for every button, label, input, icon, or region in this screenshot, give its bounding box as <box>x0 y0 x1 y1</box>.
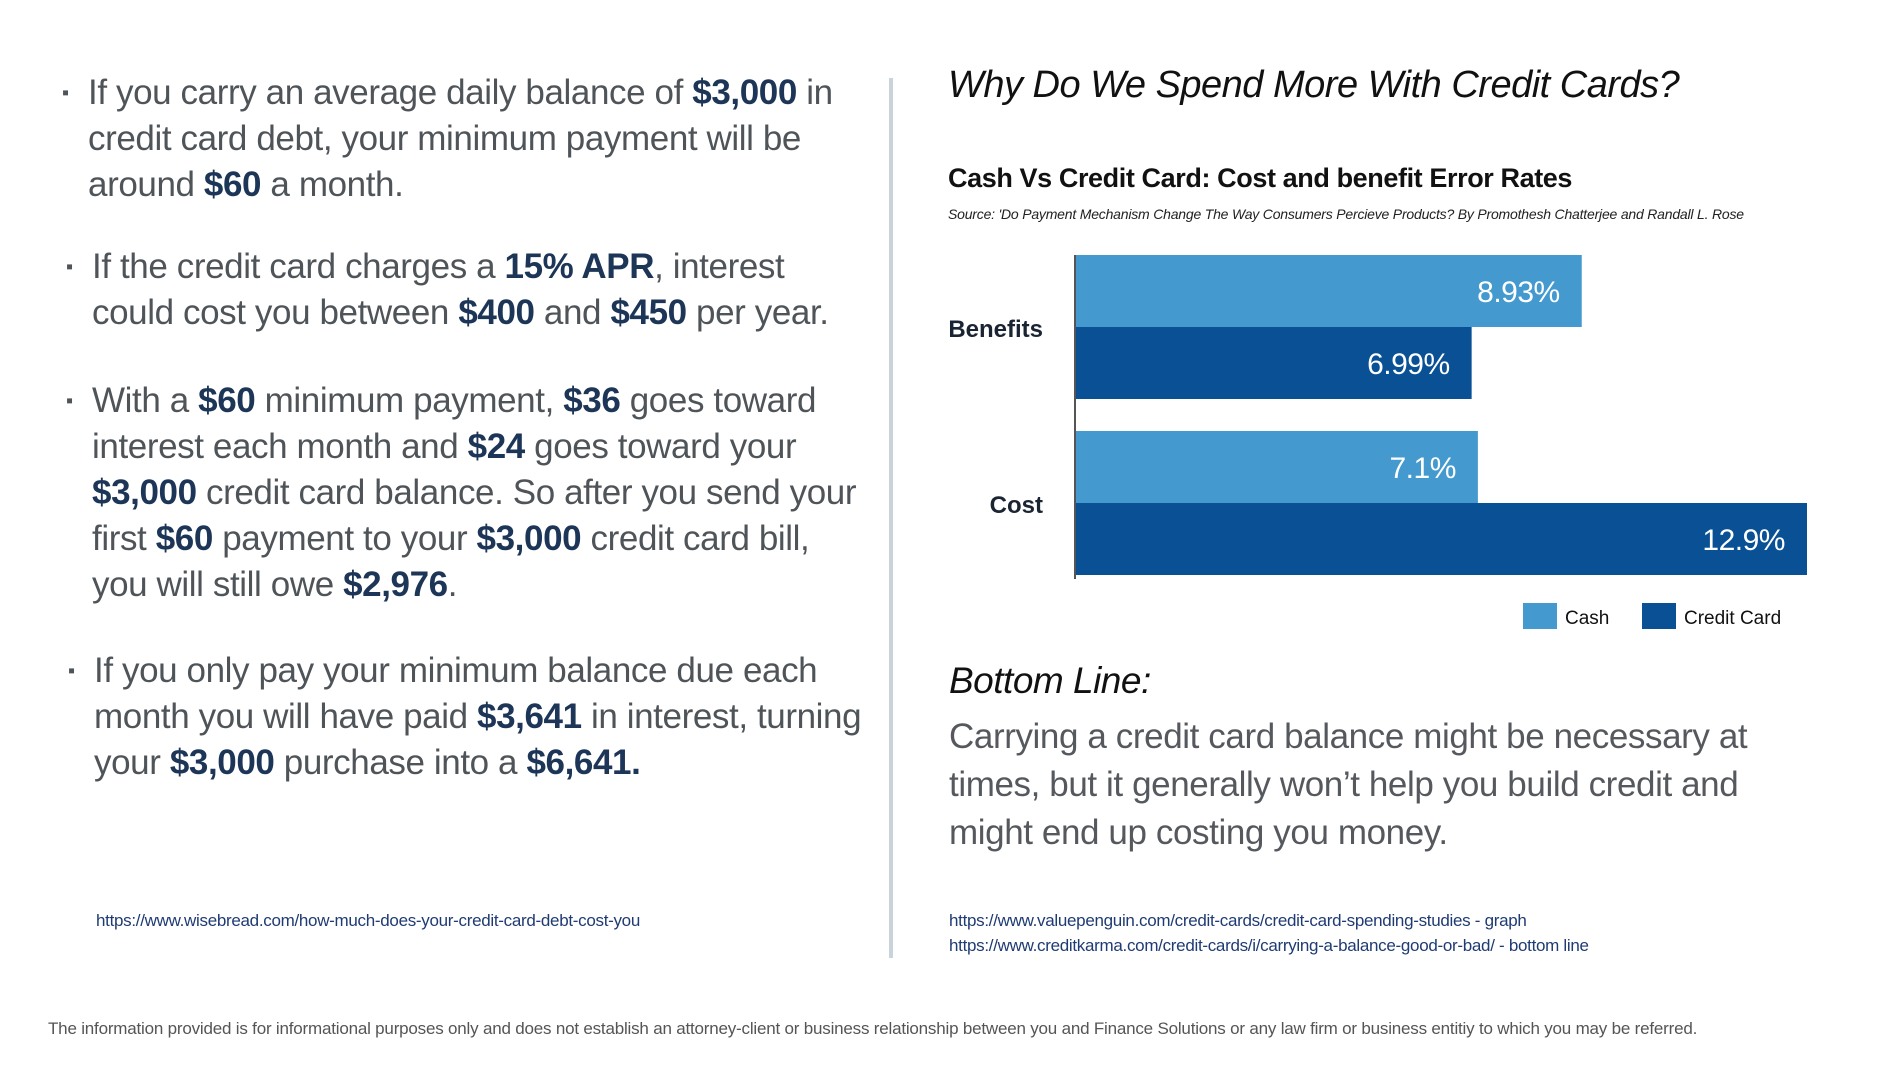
text-run: and <box>534 293 611 332</box>
bullet-text: If you only pay your minimum balance due… <box>94 648 862 786</box>
text-run: a month. <box>261 165 404 204</box>
bar-credit-card <box>1075 327 1472 399</box>
text-run: minimum payment, <box>255 381 564 420</box>
highlighted-figure: $60 <box>203 165 262 204</box>
highlighted-figure: $3,000 <box>692 73 797 112</box>
text-run: With a <box>92 381 199 420</box>
highlighted-figure: $400 <box>458 293 535 332</box>
bullet-text: If the credit card charges a 15% APR, in… <box>92 244 862 336</box>
bottom-line-text: Carrying a credit card balance might be … <box>949 717 1748 852</box>
highlighted-figure: $450 <box>610 293 687 332</box>
text-run: credit card bill, you will still owe <box>92 519 810 604</box>
text-run: goes toward your <box>524 427 797 466</box>
text-run: goes toward interest each month and <box>92 381 817 466</box>
chart-title: Cash Vs Credit Card: Cost and benefit Er… <box>948 163 1573 193</box>
bullet-marker: ▪ <box>68 660 75 682</box>
highlighted-figure: $3,000 <box>92 473 197 512</box>
left-column: ▪ If you carry an average daily balance … <box>62 70 862 786</box>
bar-cash <box>1075 431 1478 503</box>
text-run: purchase into a <box>274 743 527 782</box>
legend-swatch <box>1523 603 1557 629</box>
highlighted-figure: $3,000 <box>476 519 582 558</box>
text-run: credit card balance. So after you send y… <box>92 473 857 558</box>
text-run: payment to your <box>212 519 477 558</box>
right-title: Why Do We Spend More With Credit Cards? <box>948 64 1680 106</box>
data-label: 6.99% <box>1367 348 1450 381</box>
highlighted-figure: $36 <box>563 381 621 420</box>
text-run: per year. <box>686 293 829 332</box>
highlighted-figure: $3,641 <box>477 697 582 736</box>
highlighted-figure: $24 <box>467 427 526 466</box>
source-link-valuepenguin[interactable]: https://www.valuepenguin.com/credit-card… <box>949 911 1527 930</box>
data-label: 12.9% <box>1702 524 1785 557</box>
bullet-item: ▪ If the credit card charges a 15% APR, … <box>66 244 862 336</box>
highlighted-figure: 15% APR <box>504 247 655 286</box>
data-label: 7.1% <box>1389 452 1455 485</box>
highlighted-figure: $3,000 <box>169 743 275 782</box>
text-run: If you only pay your minimum balance due… <box>94 651 818 736</box>
category-label: Cost <box>990 492 1043 519</box>
text-run: , interest could cost you between <box>92 247 785 332</box>
highlighted-figure: $2,976 <box>343 565 448 604</box>
legend-label: Cash <box>1565 608 1609 629</box>
text-run: If the credit card charges a <box>92 247 505 286</box>
source-link-wisebread[interactable]: https://www.wisebread.com/how-much-does-… <box>96 911 640 930</box>
bullet-marker: ▪ <box>66 390 73 412</box>
legend-swatch <box>1642 603 1676 629</box>
text-run: in credit card debt, your minimum paymen… <box>88 73 833 204</box>
highlighted-figure: $6,641. <box>526 743 641 782</box>
bullet-item: ▪ If you only pay your minimum balance d… <box>68 648 862 786</box>
bullet-marker: ▪ <box>62 82 69 104</box>
source-link-creditkarma[interactable]: https://www.creditkarma.com/credit-cards… <box>949 936 1589 955</box>
text-run: If you carry an average daily balance of <box>88 73 693 112</box>
chart-source: Source: 'Do Payment Mechanism Change The… <box>948 206 1744 222</box>
category-label: Benefits <box>948 316 1043 343</box>
text-run: in interest, turning your <box>94 697 862 782</box>
bullet-text: With a $60 minimum payment, $36 goes tow… <box>92 378 862 608</box>
data-label: 8.93% <box>1477 276 1560 309</box>
bullet-item: ▪ If you carry an average daily balance … <box>62 70 862 208</box>
column-divider <box>889 78 893 958</box>
text-run: . <box>447 565 458 604</box>
bullet-item: ▪ With a $60 minimum payment, $36 goes t… <box>66 378 862 608</box>
bottom-line-heading: Bottom Line: <box>949 660 1151 701</box>
legend-label: Credit Card <box>1684 608 1781 629</box>
bullet-marker: ▪ <box>66 256 73 278</box>
bar-chart: 8.93% 6.99% Benefits 7.1% 12.9% Cost Cash Credi… <box>948 255 1807 629</box>
bullet-text: If you carry an average daily balance of… <box>88 70 862 208</box>
highlighted-figure: $60 <box>198 381 256 420</box>
disclaimer: The information provided is for informat… <box>48 1019 1698 1038</box>
bar-credit-card <box>1075 503 1807 575</box>
highlighted-figure: $60 <box>155 519 214 558</box>
bar-cash <box>1075 255 1582 327</box>
